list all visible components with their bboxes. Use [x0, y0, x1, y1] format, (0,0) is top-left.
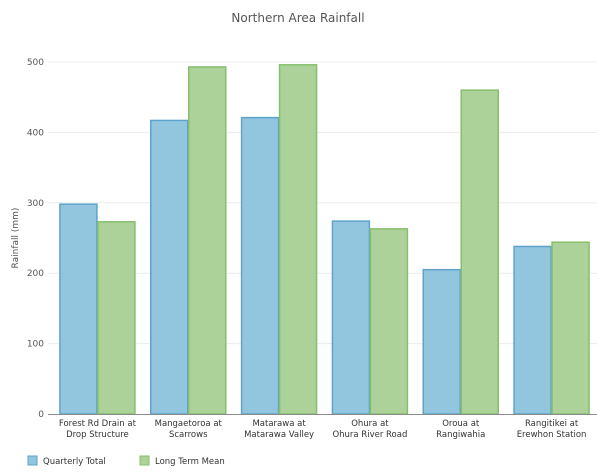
legend: Quarterly Total Long Term Mean	[27, 455, 225, 467]
x-tick-label: Ohura River Road	[332, 430, 407, 440]
bar-quarterly-total	[331, 220, 371, 415]
bar-long-term-mean	[97, 221, 136, 415]
y-axis-ticks: 0 100 200 300 400 500	[27, 58, 44, 420]
bar-long-term-mean	[188, 66, 227, 415]
x-tick-label: Scarrows	[169, 430, 208, 440]
y-tick-label: 400	[27, 128, 44, 138]
x-tick-label: Drop Structure	[66, 430, 129, 440]
legend-label: Quarterly Total	[43, 457, 106, 467]
bar-long-term-mean	[278, 64, 318, 415]
chart-title: Northern Area Rainfall	[231, 11, 364, 25]
y-tick-label: 100	[27, 340, 44, 350]
legend-label: Long Term Mean	[155, 457, 225, 467]
y-tick-label: 200	[27, 269, 44, 279]
bar-quarterly-total	[240, 116, 280, 415]
y-axis-label: Rainfall (mm)	[11, 208, 21, 269]
y-tick-label: 0	[38, 410, 44, 420]
x-tick-label: Forest Rd Drain at	[59, 419, 137, 429]
grid-lines	[48, 61, 597, 345]
y-tick-label: 500	[27, 58, 44, 68]
x-tick-label: Mangaetoroa at	[155, 419, 223, 429]
x-tick-label: Matarawa Valley	[244, 430, 314, 440]
bars	[59, 64, 590, 415]
x-tick-label: Matarawa at	[252, 419, 306, 429]
bar-quarterly-total	[422, 268, 461, 415]
x-tick-label: Rangitikei at	[525, 419, 579, 429]
x-tick-label: Oroua at	[442, 419, 480, 429]
legend-swatch	[139, 455, 150, 466]
bar-quarterly-total	[59, 203, 98, 415]
bar-long-term-mean	[369, 228, 409, 415]
x-tick-label: Ohura at	[351, 419, 389, 429]
bar-long-term-mean	[460, 89, 499, 415]
legend-swatch	[27, 455, 38, 466]
bar-quarterly-total	[150, 119, 189, 415]
x-tick-label: Rangiwahia	[436, 430, 485, 440]
bar-long-term-mean	[551, 241, 590, 415]
y-tick-label: 300	[27, 199, 44, 209]
bar-quarterly-total	[513, 245, 552, 415]
x-tick-label: Erewhon Station	[517, 430, 587, 440]
